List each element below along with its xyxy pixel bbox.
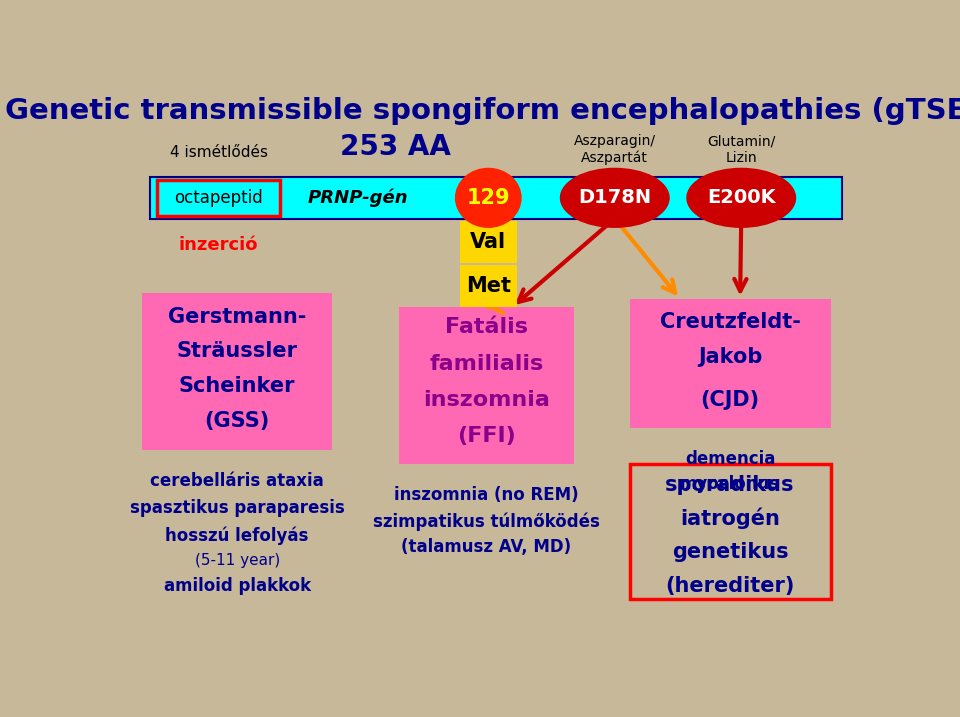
Text: PRNP-gén: PRNP-gén [308,189,408,207]
Ellipse shape [687,169,795,227]
Text: (talamusz AV, MD): (talamusz AV, MD) [401,538,571,556]
FancyBboxPatch shape [630,464,830,599]
FancyBboxPatch shape [460,265,516,307]
Text: Met: Met [466,276,511,296]
Text: Glutamin/: Glutamin/ [708,134,776,148]
Ellipse shape [456,169,520,227]
Text: octapeptid: octapeptid [174,189,263,206]
Text: Gerstmann-: Gerstmann- [168,307,306,327]
Text: myoclonus: myoclonus [680,475,780,493]
Text: 129: 129 [467,188,510,208]
FancyBboxPatch shape [142,293,332,450]
Text: Genetic transmissible spongiform encephalopathies (gTSE): Genetic transmissible spongiform encepha… [5,97,960,125]
Text: amiloid plakkok: amiloid plakkok [163,576,311,594]
Text: Scheinker: Scheinker [179,376,296,396]
Text: Fatális: Fatális [444,318,528,337]
Text: genetikus: genetikus [672,542,788,562]
FancyBboxPatch shape [157,180,280,216]
Text: (herediter): (herediter) [665,576,795,596]
Text: demencia: demencia [684,450,776,467]
Text: Aszpartát: Aszpartát [582,151,648,165]
FancyBboxPatch shape [399,307,574,464]
Ellipse shape [562,169,668,227]
Text: (CJD): (CJD) [701,390,759,410]
Text: 4 ismétlődés: 4 ismétlődés [170,145,268,160]
Text: sporadikus: sporadikus [665,475,795,495]
FancyBboxPatch shape [150,177,842,219]
Text: E200K: E200K [707,189,776,207]
Text: (5-11 year): (5-11 year) [195,554,279,569]
Text: spasztikus paraparesis: spasztikus paraparesis [130,499,345,518]
Text: Creutzfeldt-: Creutzfeldt- [660,312,801,332]
Text: szimpatikus túlmőködés: szimpatikus túlmőködés [373,513,600,531]
Text: D178N: D178N [578,189,651,207]
Text: (FFI): (FFI) [457,426,516,446]
Text: Sträussler: Sträussler [177,341,298,361]
Text: Aszparagin/: Aszparagin/ [574,134,656,148]
Text: 253 AA: 253 AA [340,133,450,161]
Text: inzerció: inzerció [179,236,258,254]
Text: inszomnia (no REM): inszomnia (no REM) [395,485,579,503]
FancyBboxPatch shape [460,222,516,262]
Text: Jakob: Jakob [698,347,762,367]
Text: iatrogén: iatrogén [680,508,780,529]
Text: (GSS): (GSS) [204,411,270,430]
Text: hosszú lefolyás: hosszú lefolyás [165,527,309,545]
Text: cerebelláris ataxia: cerebelláris ataxia [151,472,324,490]
Text: inszomnia: inszomnia [423,390,550,409]
Text: familialis: familialis [429,353,543,374]
Text: Val: Val [470,232,506,252]
Text: Lizin: Lizin [726,151,757,165]
FancyBboxPatch shape [630,298,830,428]
